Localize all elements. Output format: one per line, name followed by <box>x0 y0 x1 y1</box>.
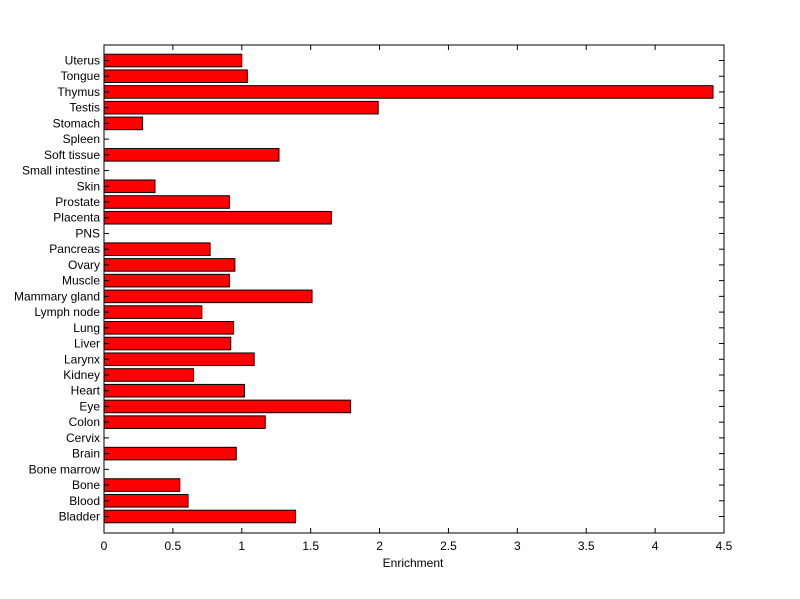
bar-pancreas <box>103 242 211 256</box>
y-tick-label-ovary: Ovary <box>68 258 100 272</box>
y-tick-label-muscle: Muscle <box>62 274 100 288</box>
y-tick-label-skin: Skin <box>77 179 100 193</box>
bar-stomach <box>103 116 144 131</box>
y-tick-label-cervix: Cervix <box>66 431 100 445</box>
y-tick-label-lymph-node: Lymph node <box>34 305 100 319</box>
y-tick-label-bladder: Bladder <box>59 510 100 524</box>
y-tick-label-heart: Heart <box>71 384 101 398</box>
x-tick-label: 4.5 <box>716 539 733 553</box>
y-tick-label-larynx: Larynx <box>64 352 100 366</box>
y-tick-label-uterus: Uterus <box>65 54 100 68</box>
bar-thymus <box>103 85 714 99</box>
y-tick-label-soft-tissue: Soft tissue <box>44 148 100 162</box>
x-tick-label: 4 <box>652 539 659 553</box>
y-tick-label-placenta: Placenta <box>53 211 100 225</box>
bar-lung <box>103 321 235 335</box>
bar-heart <box>103 383 246 398</box>
y-tick-label-eye: Eye <box>79 399 100 413</box>
bar-blood <box>103 493 189 508</box>
x-tick-label: 0 <box>101 539 108 553</box>
bar-soft-tissue <box>103 148 280 162</box>
bar-kidney <box>103 368 195 382</box>
y-tick-label-stomach: Stomach <box>53 116 100 130</box>
x-axis-title: Enrichment <box>383 556 444 570</box>
y-tick-label-thymus: Thymus <box>57 85 100 99</box>
bar-skin <box>103 179 156 194</box>
y-tick-label-liver: Liver <box>74 337 100 351</box>
x-tick-label: 0.5 <box>165 539 182 553</box>
ticks-group <box>103 45 725 533</box>
bar-colon <box>103 415 266 429</box>
x-tick-label: 3.5 <box>578 539 595 553</box>
x-tick-labels: 0 0.5 1 1.5 2 2.5 3 3.5 4 4.5 <box>101 539 733 553</box>
bar-muscle <box>103 273 230 288</box>
bar-bladder <box>103 509 297 524</box>
y-tick-label-kidney: Kidney <box>63 368 100 382</box>
y-tick-label-small-intestine: Small intestine <box>22 164 100 178</box>
y-tick-label-bone-marrow: Bone marrow <box>29 462 101 476</box>
x-tick-label: 1 <box>238 539 245 553</box>
bar-eye <box>103 399 352 414</box>
bar-prostate <box>103 195 230 209</box>
y-tick-label-prostate: Prostate <box>55 195 100 209</box>
plot-frame <box>103 44 725 534</box>
y-tick-label-brain: Brain <box>72 447 100 461</box>
bar-testis <box>103 100 379 115</box>
bar-bone <box>103 478 181 492</box>
bar-placenta <box>103 210 332 225</box>
x-tick-label: 2 <box>376 539 383 553</box>
y-tick-label-tongue: Tongue <box>61 69 101 83</box>
y-tick-label-blood: Blood <box>69 494 100 508</box>
x-tick-label: 1.5 <box>302 539 319 553</box>
bar-ovary <box>103 258 236 272</box>
y-tick-label-pancreas: Pancreas <box>49 242 100 256</box>
y-tick-label-spleen: Spleen <box>63 132 100 146</box>
bar-tongue <box>103 69 248 84</box>
y-tick-label-pns: PNS <box>75 226 100 240</box>
x-tick-label: 3 <box>514 539 521 553</box>
x-tick-label: 2.5 <box>440 539 457 553</box>
bar-mammary-gland <box>103 289 313 304</box>
bar-brain <box>103 446 237 461</box>
y-tick-label-testis: Testis <box>69 101 100 115</box>
y-tick-label-bone: Bone <box>72 478 100 492</box>
y-tick-label-lung: Lung <box>73 321 100 335</box>
y-tick-label-mammary-gland: Mammary gland <box>14 289 100 303</box>
bar-uterus <box>103 53 243 68</box>
bar-liver <box>103 336 232 351</box>
bar-larynx <box>103 352 255 367</box>
bar-lymph-node <box>103 305 203 319</box>
y-tick-label-colon: Colon <box>69 415 100 429</box>
